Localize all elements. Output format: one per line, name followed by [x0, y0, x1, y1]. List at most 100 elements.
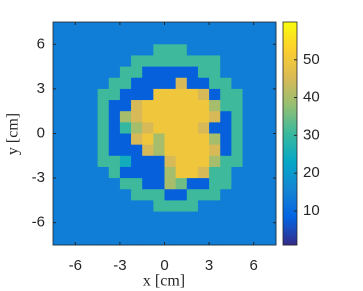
heatmap-cell — [75, 33, 87, 45]
heatmap-cell — [53, 166, 65, 179]
colorbar-swatch — [283, 173, 297, 176]
colorbar-swatch — [283, 51, 297, 55]
heatmap-cell — [75, 88, 87, 101]
heatmap-cell — [209, 111, 221, 123]
heatmap-cell — [131, 233, 143, 246]
heatmap-cell — [142, 22, 154, 34]
heatmap-cell — [153, 88, 165, 101]
heatmap-cell — [153, 222, 165, 235]
heatmap-cell — [153, 100, 165, 112]
heatmap-cell — [220, 66, 232, 79]
heatmap-cell — [220, 33, 232, 45]
heatmap-cell — [64, 88, 76, 101]
colorbar-swatch — [283, 127, 297, 130]
colorbar-swatch — [283, 241, 297, 244]
y-tick-label: -3 — [32, 169, 45, 186]
heatmap-cell — [175, 88, 188, 101]
colorbar-swatch — [283, 85, 297, 89]
heatmap-cell — [264, 111, 277, 123]
colorbar-swatch — [283, 119, 297, 122]
colorbar-swatch — [283, 237, 297, 240]
heatmap-cell — [253, 211, 266, 224]
heatmap-cell — [75, 155, 87, 168]
heatmap-cell — [64, 144, 76, 157]
heatmap-cell — [253, 88, 266, 101]
heatmap-cell — [175, 166, 188, 179]
colorbar-swatch — [283, 75, 297, 79]
heatmap-cell — [220, 88, 232, 101]
heatmap-cell — [142, 144, 154, 157]
heatmap-cell — [64, 178, 76, 190]
heatmap-cell — [108, 100, 121, 112]
colorbar-swatch — [283, 23, 297, 27]
heatmap-cell — [64, 222, 76, 235]
colorbar-swatch — [283, 103, 297, 107]
heatmap-cell — [64, 189, 76, 201]
heatmap-cell — [86, 22, 98, 34]
heatmap-cell — [86, 144, 98, 157]
heatmap-cell — [64, 211, 76, 224]
heatmap-cell — [97, 77, 110, 90]
heatmap-cell — [264, 133, 277, 146]
colorbar-swatch — [283, 65, 297, 69]
heatmap-cell — [164, 100, 177, 112]
heatmap-cell — [75, 111, 87, 123]
colorbar-tick-label: 50 — [303, 51, 320, 68]
colorbar-swatch — [283, 137, 297, 140]
heatmap-cell — [175, 133, 188, 146]
heatmap-cell — [108, 55, 121, 67]
y-tick-label: 6 — [37, 35, 45, 52]
heatmap-cell — [186, 122, 199, 134]
colorbar-swatch — [283, 35, 297, 39]
colorbar-swatch — [283, 243, 297, 246]
heatmap-cell — [175, 33, 188, 45]
heatmap-cell — [197, 111, 210, 123]
colorbar-swatch — [283, 191, 297, 194]
heatmap-cell — [131, 66, 143, 79]
heatmap-cell — [142, 222, 154, 235]
heatmap-cell — [197, 200, 210, 212]
heatmap-cell — [220, 166, 232, 179]
heatmap-cell — [197, 122, 210, 134]
colorbar — [283, 22, 297, 246]
colorbar-swatch — [283, 199, 297, 202]
colorbar-swatch — [283, 163, 297, 166]
heatmap-cell — [186, 77, 199, 90]
heatmap-cell — [220, 200, 232, 212]
heatmap-cell — [75, 233, 87, 246]
heatmap-cell — [231, 66, 243, 79]
colorbar-swatch — [283, 229, 297, 232]
heatmap-cell — [220, 211, 232, 224]
colorbar-tick-label: 40 — [303, 89, 320, 106]
colorbar-swatch — [283, 167, 297, 170]
heatmap-cell — [164, 155, 177, 168]
heatmap-cell — [119, 155, 132, 168]
colorbar-swatch — [283, 143, 297, 146]
heatmap-cell — [175, 111, 188, 123]
heatmap-cell — [119, 144, 132, 157]
heatmap-cell — [253, 144, 266, 157]
heatmap-cell — [264, 155, 277, 168]
colorbar-swatch — [283, 225, 297, 228]
heatmap-cell — [264, 178, 277, 190]
heatmap-cell — [242, 178, 255, 190]
heatmap-cell — [164, 178, 177, 190]
x-tick-label: 0 — [160, 257, 168, 274]
colorbar-swatch — [283, 155, 297, 158]
heatmap-cell — [209, 233, 221, 246]
x-tick-label: -6 — [69, 257, 82, 274]
heatmap-cell — [197, 178, 210, 190]
heatmap-cell — [53, 77, 65, 90]
heatmap-cell — [108, 144, 121, 157]
heatmap-cell — [53, 111, 65, 123]
colorbar-swatch — [283, 121, 297, 124]
colorbar-swatch — [283, 111, 297, 114]
heatmap-cell — [53, 122, 65, 134]
heatmap-cell — [264, 22, 277, 34]
heatmap-cell — [119, 222, 132, 235]
heatmap-cell — [119, 88, 132, 101]
heatmap-cell — [175, 122, 188, 134]
heatmap-cell — [242, 44, 255, 56]
heatmap-cell — [209, 178, 221, 190]
heatmap-cell — [186, 200, 199, 212]
